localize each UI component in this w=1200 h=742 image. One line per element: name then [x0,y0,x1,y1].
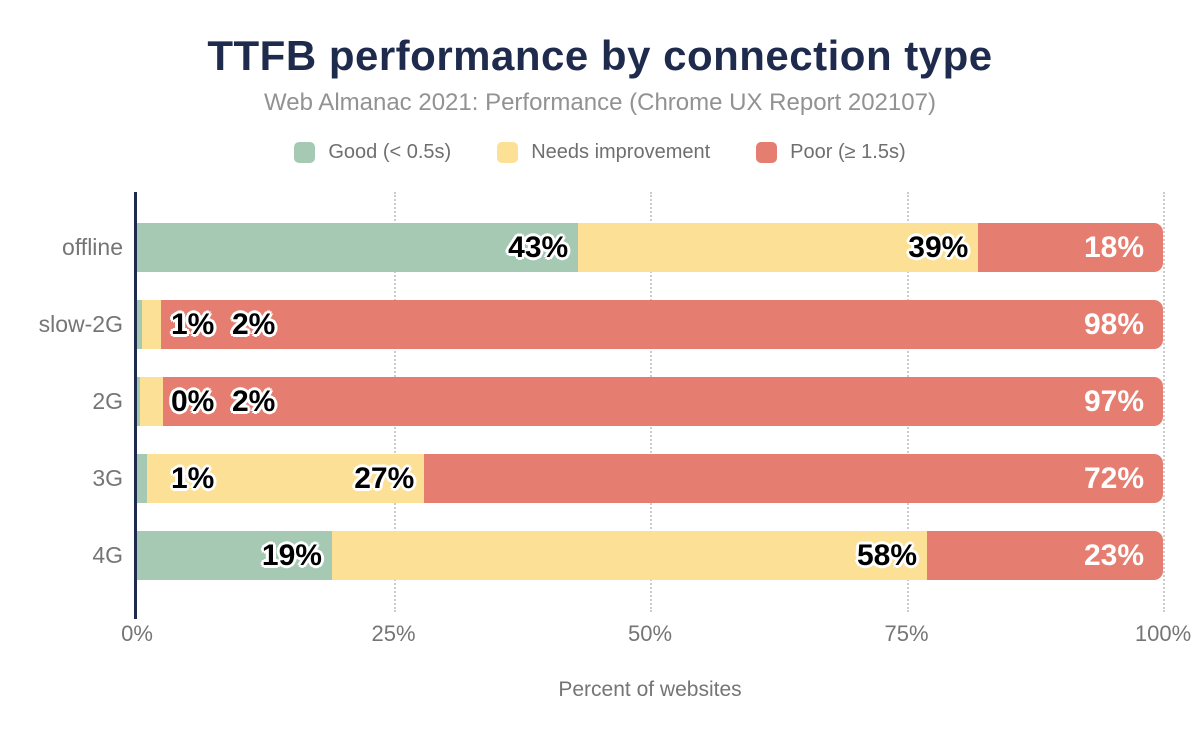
legend-label: Needs improvement [531,141,711,163]
stacked-bar [137,300,1163,349]
legend-item-2: Poor (≥ 1.5s) [756,141,906,164]
bar-value-label: 1% [171,308,215,341]
y-axis-line [134,192,137,619]
legend-item-1: Needs improvement [497,141,710,164]
x-tick-label-50: 50% [627,621,673,646]
x-tick-label-75: 75% [884,621,929,646]
legend-swatch-icon [497,142,519,163]
bar-segment [162,377,1163,426]
legend-swatch-icon [294,142,316,163]
bar-row-2G: 2G 0% 2% 97% [92,377,1163,426]
legend-swatch-icon [756,142,778,163]
stacked-bar [137,454,1163,503]
x-axis-title: Percent of websites [558,678,742,701]
stacked-bar [137,531,1163,580]
bar-segment [978,223,1163,272]
stacked-bar [137,377,1163,426]
bar-segment [142,300,161,349]
bar-segment [140,377,163,426]
bar-segment [137,531,332,580]
bar-row-4G: 4G 19% 58% 23% [92,531,1163,580]
bar-segment [578,223,979,272]
bar-segment [331,531,928,580]
x-tick-label-100: 100% [1134,621,1192,646]
bar-value-label: 58% [856,539,918,572]
category-label: slow-2G [38,311,123,337]
bar-value-label: 19% [261,539,322,572]
chart-legend: Good (< 0.5s) Needs improvement Poor (≥ 1.… [0,141,1200,164]
bar-value-label: 2% [232,385,276,418]
bar-segment [137,454,148,503]
bar-value-label: 97% [1083,385,1144,418]
chart-subtitle: Web Almanac 2021: Performance (Chrome UX… [264,89,936,116]
bar-segment [424,454,1163,503]
bar-row-offline: offline 43% 39% 18% [62,223,1163,272]
bar-segment [137,377,141,426]
bar-segment [160,300,1163,349]
bar-segment [927,531,1163,580]
bar-row-slow-2G: slow-2G 1% 2% 98% [39,300,1163,349]
gridline-100 [1163,192,1165,612]
bar-value-label: 2% [232,308,276,341]
bar-value-label: 98% [1083,308,1144,341]
bar-value-label: 27% [354,462,415,495]
legend-item-0: Good (< 0.5s) [294,141,451,164]
x-tick-label-0: 0% [121,621,153,646]
bar-segment [147,454,425,503]
bar-value-label: 1% [171,462,215,495]
plot-area: offline 43% 39% 18% slow-2G 1% 2% 98% 2G 0% 2% 97% 3… [39,192,1191,701]
bar-value-label: 43% [508,231,569,264]
chart-title: TTFB performance by connection type [207,32,993,79]
category-label: 2G [92,388,123,414]
bar-value-label: 72% [1083,462,1144,495]
bar-value-label: 23% [1083,539,1144,572]
category-label: 3G [92,465,123,491]
bar-row-3G: 3G 1% 27% 72% [92,454,1163,503]
bar-segment [137,300,143,349]
bar-value-label: 39% [908,231,969,264]
category-label: offline [62,234,123,260]
bar-rows: offline 43% 39% 18% slow-2G 1% 2% 98% 2G 0% 2% 97% 3… [39,223,1163,608]
x-axis-ticks: 0% 25% 50% 75% 100% [121,621,1191,649]
bar-segment [137,223,579,272]
bar-value-label: 18% [1083,231,1144,264]
bar-value-label: 0% [171,385,215,418]
category-label: 4G [92,542,123,568]
legend-label: Good (< 0.5s) [328,141,452,163]
stacked-bar [137,223,1163,272]
legend-label: Poor (≥ 1.5s) [790,141,906,163]
x-tick-label-25: 25% [371,621,416,646]
